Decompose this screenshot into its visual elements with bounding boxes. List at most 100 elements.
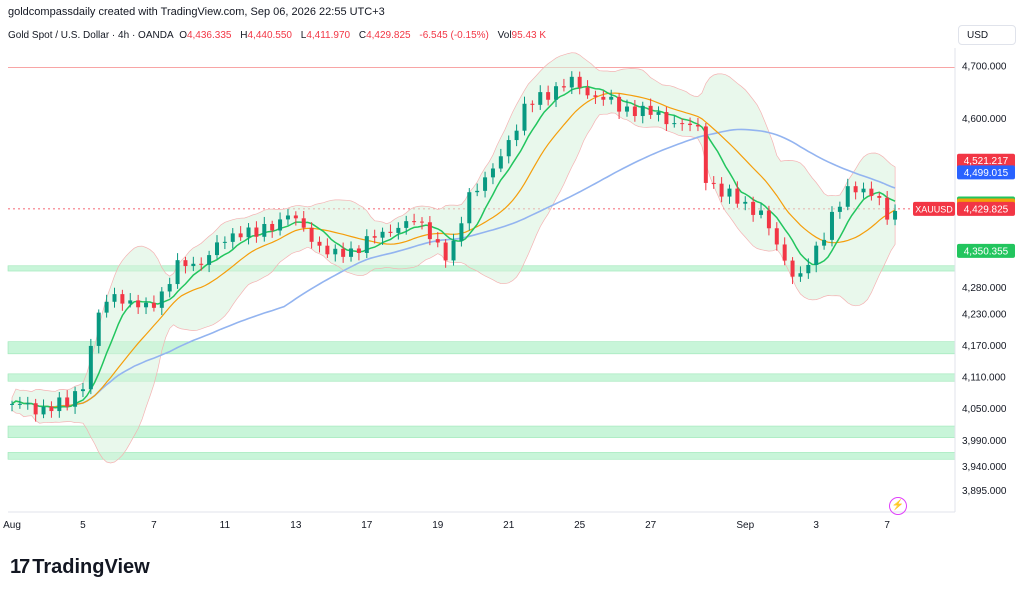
candle-body <box>695 125 700 127</box>
candle <box>159 287 164 316</box>
candle <box>538 85 543 110</box>
candle <box>506 135 511 164</box>
candle-body <box>475 190 480 193</box>
candle-body <box>238 233 243 238</box>
candle <box>349 241 354 262</box>
candle <box>790 257 795 285</box>
candle <box>151 295 156 312</box>
candle <box>554 82 559 108</box>
low-label: L <box>300 30 307 41</box>
candle-body <box>380 231 385 238</box>
candle <box>845 178 850 211</box>
x-tick-label: 21 <box>503 520 515 531</box>
candle-body <box>601 96 606 100</box>
candle-body <box>451 240 456 261</box>
y-tick-label: 4,110.000 <box>962 373 1006 384</box>
candle-body <box>254 227 259 237</box>
candle-body <box>144 302 149 308</box>
y-tick-label: 4,280.000 <box>962 283 1007 294</box>
candle <box>719 177 724 203</box>
currency-selector[interactable]: USD <box>958 25 1016 45</box>
lightning-icon[interactable]: ⚡ <box>889 497 907 515</box>
candle-body <box>561 86 566 88</box>
candle <box>404 215 409 235</box>
candle <box>774 222 779 251</box>
candle-body <box>159 291 164 308</box>
open-label: O <box>179 30 187 41</box>
candle-body <box>640 105 645 117</box>
candle-body <box>853 186 858 193</box>
x-tick-label: Sep <box>736 520 754 531</box>
candle <box>648 98 653 119</box>
candle <box>617 93 622 119</box>
symbol-tag-label: XAUUSD <box>915 204 953 214</box>
candle-body <box>262 223 267 237</box>
candle-body <box>412 221 417 223</box>
candle <box>380 227 385 245</box>
candle <box>443 239 448 268</box>
x-tick-label: 7 <box>884 520 890 531</box>
candle-body <box>845 186 850 207</box>
candle-body <box>25 403 30 405</box>
x-tick-label: 25 <box>574 520 586 531</box>
y-tick-label: 4,700.000 <box>962 61 1007 72</box>
price-tag: 4,521.217 <box>957 153 1015 168</box>
x-tick-label: 27 <box>645 520 657 531</box>
candle-body <box>459 223 464 241</box>
candle <box>435 232 440 248</box>
candle <box>309 222 314 249</box>
candle-body <box>893 210 898 220</box>
candle <box>814 241 819 273</box>
tradingview-mark-icon: 17 <box>10 556 30 578</box>
candle-body <box>506 140 511 157</box>
candle-body <box>798 273 803 277</box>
candle-body <box>222 241 227 243</box>
x-tick-label: Aug <box>3 520 21 531</box>
candle-body <box>790 260 795 277</box>
x-tick-label: 19 <box>432 520 444 531</box>
candle <box>136 294 141 314</box>
candle-body <box>743 201 748 204</box>
x-tick-label: 7 <box>151 520 157 531</box>
candle <box>412 213 417 226</box>
candle-body <box>829 211 834 240</box>
candle <box>285 209 290 226</box>
candle-body <box>656 112 661 115</box>
candle-body <box>230 233 235 242</box>
candle <box>459 216 464 247</box>
candle <box>325 238 330 258</box>
volume-value: 95.43 K <box>511 30 547 41</box>
candle-body <box>861 188 866 193</box>
symbol-legend[interactable]: Gold Spot / U.S. Dollar · 4h · OANDA O4,… <box>8 30 552 41</box>
candle-body <box>214 242 219 256</box>
tradingview-logo: 17 TradingView <box>10 556 150 579</box>
candle <box>601 90 606 106</box>
candle <box>73 386 78 414</box>
candle <box>561 78 566 92</box>
price-tag-bg <box>957 201 1015 216</box>
candle-body <box>672 123 677 125</box>
candle-body <box>372 236 377 238</box>
candle <box>270 220 275 238</box>
candle-body <box>293 215 298 219</box>
candle <box>372 229 377 244</box>
price-tag-label: 4,350.355 <box>964 246 1009 257</box>
candle <box>317 236 322 253</box>
candle-body <box>10 403 14 405</box>
candle-body <box>814 245 819 265</box>
candle <box>65 390 70 411</box>
y-tick-label: 3,940.000 <box>962 462 1007 473</box>
candle <box>388 224 393 237</box>
candle <box>333 244 338 262</box>
candle-body <box>585 87 590 96</box>
candle <box>356 245 361 261</box>
candle-body <box>167 284 172 292</box>
symbol-name: Gold Spot / U.S. Dollar · 4h · OANDA <box>8 30 174 41</box>
candle <box>57 392 62 418</box>
candle <box>120 289 125 311</box>
candle-body <box>680 123 685 125</box>
price-tag: 4,499.015 <box>957 165 1015 180</box>
candle <box>199 257 204 271</box>
candle <box>96 309 101 354</box>
